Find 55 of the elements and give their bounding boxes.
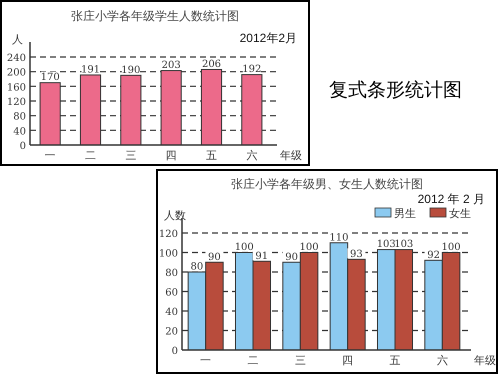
data-label: 91 — [255, 250, 268, 262]
y-tick-label: 80 — [165, 268, 178, 279]
x-tick-label: 四 — [166, 149, 177, 162]
x-tick-label: 三 — [294, 354, 306, 367]
y-tick-label: 120 — [158, 229, 178, 240]
legend-label: 女生 — [449, 207, 471, 220]
x-axis-title: 年级 — [474, 354, 496, 367]
y-axis-title: 人 — [12, 33, 23, 46]
data-label: 203 — [162, 60, 181, 72]
y-tick-label: 100 — [158, 248, 178, 260]
x-tick-label: 二 — [248, 354, 258, 367]
x-tick-label: 四 — [342, 354, 354, 367]
chart-subtitle: 2012年2月 — [240, 31, 297, 45]
chart-title: 张庄小学各年级学生人数统计图 — [71, 9, 239, 23]
y-tick-label: 240 — [6, 53, 26, 64]
data-label: 90 — [285, 252, 298, 263]
data-label: 100 — [234, 242, 254, 253]
y-tick-label: 200 — [6, 68, 26, 79]
x-tick-label: 二 — [85, 149, 96, 162]
y-tick-label: 120 — [6, 97, 26, 108]
y-tick-label: 40 — [165, 307, 178, 318]
data-label: 110 — [329, 232, 348, 244]
legend-label: 男生 — [394, 207, 416, 220]
x-tick-label: 一 — [200, 354, 212, 367]
x-tick-label: 五 — [390, 354, 400, 367]
y-tick-label: 0 — [20, 141, 26, 152]
data-label: 93 — [350, 248, 363, 260]
data-label: 190 — [121, 64, 140, 76]
data-label: 192 — [242, 64, 262, 76]
y-tick-label: 0 — [172, 346, 178, 357]
y-tick-label: 160 — [6, 82, 26, 94]
y-tick-label: 40 — [13, 126, 26, 138]
data-label: 170 — [40, 72, 60, 84]
data-label: 191 — [80, 64, 100, 76]
data-label: 103 — [376, 239, 396, 250]
data-label: 100 — [442, 242, 461, 253]
data-label: 206 — [202, 58, 222, 70]
chart-title: 张庄小学各年级男、女生人数统计图 — [231, 177, 423, 191]
x-tick-label: 六 — [436, 354, 448, 367]
y-tick-label: 60 — [165, 288, 178, 298]
text: 复式条形统计图 — [329, 79, 462, 101]
x-tick-label: 五 — [206, 149, 217, 162]
data-label: 80 — [190, 262, 204, 272]
data-label: 92 — [427, 250, 440, 261]
x-axis-title: 年级 — [280, 149, 302, 162]
chart-subtitle: 2012 年 2 月 — [418, 192, 485, 206]
data-label: 90 — [208, 252, 221, 263]
x-tick-label: 一 — [44, 149, 56, 162]
x-tick-label: 三 — [125, 149, 136, 162]
x-tick-label: 六 — [246, 149, 258, 162]
data-label: 100 — [300, 242, 319, 253]
y-tick-label: 80 — [13, 112, 26, 123]
y-tick-label: 20 — [165, 326, 178, 338]
y-axis-title: 人数 — [164, 209, 186, 222]
data-label: 103 — [394, 239, 414, 250]
